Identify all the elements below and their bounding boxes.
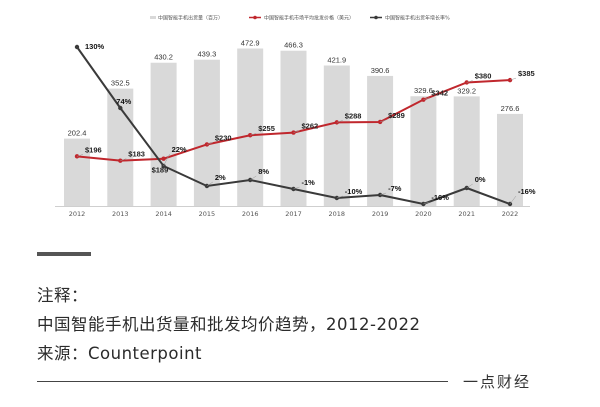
- bar-2019: [367, 75, 394, 206]
- notes-source: 来源：Counterpoint: [37, 344, 203, 363]
- growth-leader-2016: [250, 175, 257, 181]
- growth-label-2013: 74%: [116, 97, 131, 106]
- chart-svg: 2012 2013 2014 2015 2016 2017 2018 2019 2020 2021…: [55, 15, 536, 218]
- growth-leader-2014: [163, 153, 170, 167]
- price-label-2013: $183: [128, 150, 145, 159]
- bar-label-2021: 329.2: [457, 86, 476, 95]
- growth-leader-2015: [206, 181, 214, 187]
- price-leader-2019: [380, 119, 387, 123]
- bar-label-2016: 472.9: [241, 39, 260, 48]
- bar-label-2018: 421.9: [327, 56, 346, 65]
- price-label-2018: $288: [345, 111, 362, 120]
- notes-heading: 注释：: [37, 286, 88, 305]
- growth-label-2018: -10%: [345, 187, 363, 196]
- growth-leader-2020: [423, 201, 430, 205]
- legend-swatch-shipments: [150, 16, 156, 19]
- price-leader-2020: [423, 97, 430, 100]
- price-leader-2012: [76, 154, 84, 157]
- bar-label-2013: 352.5: [111, 79, 130, 88]
- price-point-2020: [421, 97, 426, 102]
- bar-label-2012: 202.4: [68, 129, 87, 138]
- x-tick-2020: 2020: [415, 210, 432, 218]
- growth-leader-2019: [380, 192, 387, 196]
- growth-label-2020: -16%: [431, 193, 449, 202]
- bar-2022: [497, 113, 523, 206]
- price-leader-2013: [120, 158, 127, 161]
- legend-marker-2: [374, 15, 378, 20]
- price-point-2021: [464, 80, 469, 85]
- legend-label-1: 中国智能手机市场平均批发价格（美元）: [264, 15, 354, 22]
- growth-label-2017: -1%: [302, 178, 316, 187]
- notes-description: 中国智能手机出货量和批发均价趋势，2012-2022: [37, 315, 421, 334]
- growth-leader-2021: [466, 183, 473, 189]
- growth-label-2012: 130%: [85, 42, 105, 51]
- growth-leader-2022: [509, 195, 517, 205]
- price-leader-2015: [206, 142, 213, 145]
- x-tick-2014: 2014: [155, 210, 172, 218]
- legend-label-0: 中国智能手机出货量（百万）: [158, 15, 223, 22]
- price-leader-2016: [250, 133, 257, 136]
- x-tick-2021: 2021: [458, 210, 475, 218]
- growth-label-2021: 0%: [475, 175, 486, 184]
- section-divider: [37, 252, 91, 256]
- bar-label-2017: 466.3: [284, 41, 303, 50]
- bar-2012: [64, 138, 90, 206]
- price-label-2017: $262: [302, 122, 319, 131]
- x-tick-2012: 2012: [69, 210, 86, 218]
- price-label-2019: $289: [388, 111, 405, 120]
- chart: 2012 2013 2014 2015 2016 2017 2018 2019 2020 2021…: [55, 15, 536, 218]
- bar-2018: [323, 65, 350, 207]
- bar-2020: [410, 96, 437, 206]
- x-tick-2022: 2022: [502, 210, 519, 218]
- price-label-2016: $255: [258, 124, 275, 133]
- legend-label-2: 中国智能手机出货年增长率%: [385, 15, 450, 22]
- bar-2014: [150, 62, 177, 206]
- x-tick-2013: 2013: [112, 210, 129, 218]
- growth-label-2015: 2%: [215, 173, 226, 182]
- price-label-2014: $189: [152, 166, 169, 175]
- footer-divider: [37, 381, 448, 382]
- growth-point-2012: [74, 44, 80, 50]
- price-label-2022: $385: [518, 69, 535, 78]
- growth-label-2019: -7%: [388, 184, 402, 193]
- x-tick-2019: 2019: [372, 210, 389, 218]
- price-point-2019: [377, 119, 383, 125]
- price-leader-2021: [466, 80, 473, 83]
- growth-point-2020: [421, 201, 426, 207]
- growth-point-2013: [118, 105, 123, 111]
- x-tick-2017: 2017: [285, 210, 302, 218]
- bar-label-2014: 430.2: [154, 53, 173, 62]
- growth-point-2019: [377, 192, 383, 198]
- growth-label-2022: -16%: [518, 187, 536, 196]
- bar-label-2019: 390.6: [371, 66, 390, 75]
- growth-label-2014: 22%: [172, 145, 187, 154]
- bar-label-2015: 439.3: [198, 50, 217, 59]
- x-tick-2018: 2018: [329, 210, 346, 218]
- price-leader-2022: [509, 77, 517, 81]
- bar-2017: [280, 50, 307, 206]
- price-leader-2017: [293, 130, 300, 133]
- brand-name: 一点财经: [463, 373, 532, 391]
- growth-leader-2017: [293, 186, 300, 190]
- price-label-2012: $196: [85, 145, 102, 154]
- price-point-2014: [161, 156, 166, 161]
- growth-leader-2018: [336, 195, 343, 199]
- price-label-2020: $342: [431, 89, 448, 98]
- price-label-2021: $380: [475, 71, 492, 80]
- legend-marker-1: [253, 15, 257, 20]
- bar-label-2022: 276.6: [501, 104, 520, 113]
- growth-label-2016: 8%: [258, 167, 269, 176]
- x-tick-2016: 2016: [242, 210, 259, 218]
- price-leader-2018: [336, 120, 343, 123]
- x-tick-2015: 2015: [199, 210, 216, 218]
- price-label-2015: $230: [215, 133, 232, 142]
- bar-label-2020: 329.6: [414, 86, 433, 95]
